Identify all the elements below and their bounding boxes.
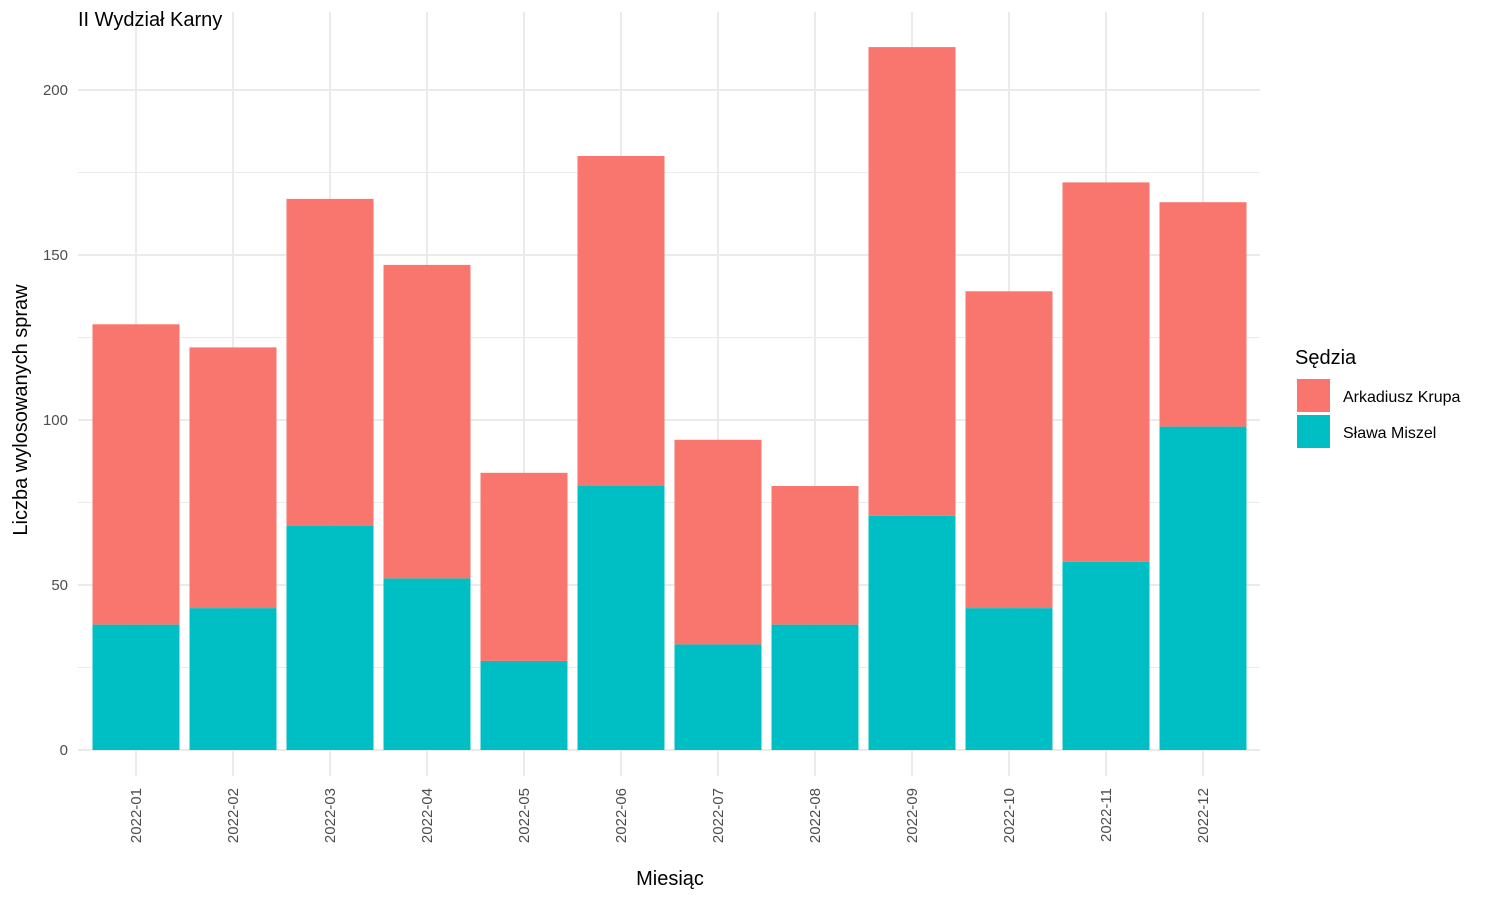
bar-2022-12-arkadiusz-krupa — [1159, 202, 1247, 427]
x-tick-label: 2022-11 — [1098, 788, 1115, 842]
y-tick-label: 50 — [51, 577, 68, 594]
bar-2022-02-sława-miszel — [189, 608, 277, 750]
bar-2022-03-sława-miszel — [286, 525, 374, 750]
bar-2022-04-sława-miszel — [383, 578, 471, 750]
y-tick-label: 0 — [60, 742, 68, 759]
bar-2022-09-arkadiusz-krupa — [868, 47, 956, 516]
chart-title: II Wydział Karny — [78, 9, 222, 31]
bar-2022-05-sława-miszel — [480, 660, 568, 750]
legend: Sędzia Arkadiusz Krupa Sława Miszel — [1295, 347, 1460, 448]
x-tick-label: 2022-07 — [710, 788, 727, 843]
bar-2022-08-arkadiusz-krupa — [771, 486, 859, 625]
bar-2022-12-sława-miszel — [1159, 426, 1247, 750]
bar-2022-10-sława-miszel — [965, 608, 1053, 750]
bar-2022-04-arkadiusz-krupa — [383, 264, 471, 579]
bar-2022-01-sława-miszel — [92, 624, 180, 750]
bars — [92, 47, 1247, 750]
legend-title: Sędzia — [1295, 347, 1357, 369]
legend-label: Arkadiusz Krupa — [1343, 389, 1460, 406]
bar-2022-07-arkadiusz-krupa — [674, 439, 762, 645]
bar-2022-08-sława-miszel — [771, 624, 859, 750]
x-tick-label: 2022-04 — [419, 788, 436, 843]
legend-swatch — [1297, 379, 1330, 412]
bar-2022-05-arkadiusz-krupa — [480, 472, 568, 661]
y-axis-ticks: 0 50 100 150 200 — [43, 82, 68, 759]
x-tick-label: 2022-08 — [807, 788, 824, 843]
x-axis-ticks: 2022-01 2022-02 2022-03 2022-04 2022-05 2022-… — [128, 788, 1212, 843]
bar-2022-06-arkadiusz-krupa — [577, 156, 665, 486]
bar-2022-06-sława-miszel — [577, 486, 665, 750]
bar-2022-03-arkadiusz-krupa — [286, 198, 374, 526]
x-tick-label: 2022-06 — [613, 788, 630, 843]
bar-2022-07-sława-miszel — [674, 644, 762, 750]
x-tick-label: 2022-03 — [322, 788, 339, 843]
x-tick-label: 2022-01 — [128, 788, 145, 843]
bar-2022-10-arkadiusz-krupa — [965, 291, 1053, 609]
x-tick-label: 2022-10 — [1001, 788, 1018, 843]
bar-2022-09-sława-miszel — [868, 515, 956, 750]
x-tick-label: 2022-12 — [1195, 788, 1212, 843]
x-tick-label: 2022-09 — [904, 788, 921, 843]
x-tick-label: 2022-05 — [516, 788, 533, 843]
y-axis-title: Liczba wylosowanych spraw — [10, 284, 32, 536]
bar-2022-02-arkadiusz-krupa — [189, 347, 277, 609]
bar-2022-11-sława-miszel — [1062, 561, 1150, 750]
x-axis-title: Miesiąc — [636, 868, 704, 890]
legend-label: Sława Miszel — [1343, 425, 1436, 442]
y-tick-label: 100 — [43, 412, 68, 429]
y-tick-label: 200 — [43, 82, 68, 99]
x-tick-label: 2022-02 — [225, 788, 242, 843]
y-tick-label: 150 — [43, 247, 68, 264]
bar-2022-11-arkadiusz-krupa — [1062, 182, 1150, 562]
bar-2022-01-arkadiusz-krupa — [92, 324, 180, 625]
legend-swatch — [1297, 415, 1330, 448]
